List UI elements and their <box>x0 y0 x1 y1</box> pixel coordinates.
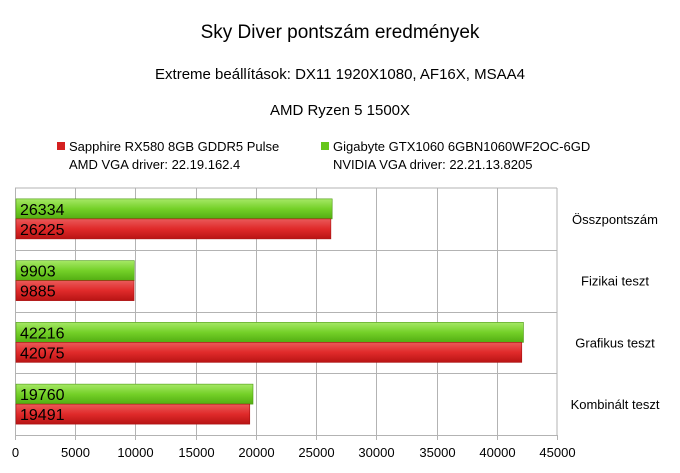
bar-rx580 <box>15 342 523 363</box>
legend-label-rx580: Sapphire RX580 8GB GDDR5 Pulse <box>69 139 280 154</box>
data-label-rx580: 19491 <box>20 407 65 424</box>
data-label-gtx1060: 26334 <box>20 202 65 219</box>
legend-driver-gtx1060: NVIDIA VGA driver: 22.21.13.8205 <box>333 157 533 172</box>
category-label: Grafikus teszt <box>575 335 655 350</box>
category-label: Összpontszám <box>572 212 658 227</box>
x-tick-label: 20000 <box>238 445 274 460</box>
chart-title: Sky Diver pontszám eredmények <box>200 22 480 43</box>
legend-swatch-gtx1060 <box>321 142 329 150</box>
data-label-gtx1060: 9903 <box>20 264 56 281</box>
x-tick-label: 25000 <box>298 445 334 460</box>
chart-subtitle-settings: Extreme beállítások: DX11 1920X1080, AF1… <box>155 66 525 83</box>
x-tick-label: 45000 <box>539 445 575 460</box>
legend-label-gtx1060: Gigabyte GTX1060 6GBN1060WF2OC-6GD <box>333 139 591 154</box>
x-tick-label: 15000 <box>178 445 214 460</box>
x-tick-label: 10000 <box>117 445 153 460</box>
bar-gtx1060 <box>15 322 524 343</box>
data-label-rx580: 42075 <box>20 345 65 362</box>
data-label-rx580: 26225 <box>20 222 65 239</box>
category-label: Fizikai teszt <box>581 274 649 289</box>
chart-subtitle-cpu: AMD Ryzen 5 1500X <box>269 102 411 119</box>
bar-rx580 <box>15 403 251 425</box>
x-tick-label: 0 <box>12 445 19 460</box>
x-tick-label: 30000 <box>358 445 394 460</box>
legend-swatch-rx580 <box>57 142 65 150</box>
x-tick-label: 40000 <box>479 445 515 460</box>
legend-driver-rx580: AMD VGA driver: 22.19.162.4 <box>69 157 241 172</box>
bar-rx580 <box>15 218 332 240</box>
bar-rx580 <box>15 280 135 301</box>
data-label-gtx1060: 19760 <box>20 387 65 404</box>
category-label: Kombinált teszt <box>571 397 660 412</box>
data-label-rx580: 9885 <box>20 284 56 301</box>
x-tick-label: 5000 <box>61 445 90 460</box>
data-label-gtx1060: 42216 <box>20 325 65 342</box>
x-tick-label: 35000 <box>419 445 455 460</box>
